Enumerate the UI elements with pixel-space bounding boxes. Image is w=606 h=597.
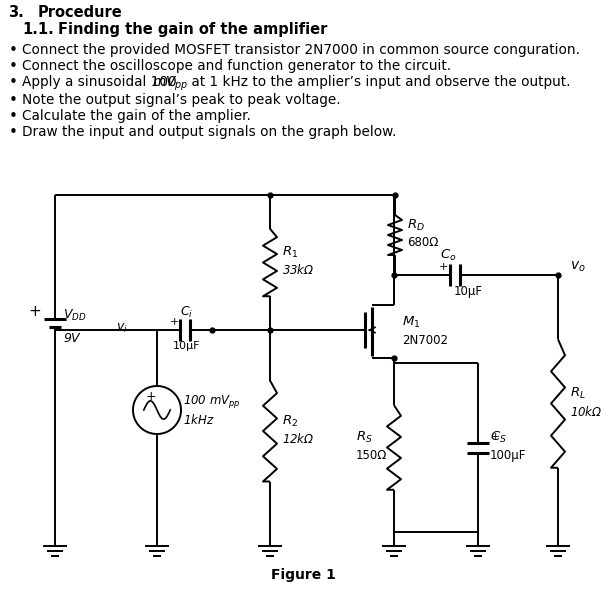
Text: 150Ω: 150Ω [356,449,387,462]
Text: 10μF: 10μF [173,341,201,351]
Text: $mV_{pp}$: $mV_{pp}$ [152,75,188,93]
Text: 33$k$Ω: 33$k$Ω [282,263,315,278]
Text: Draw the input and output signals on the graph below.: Draw the input and output signals on the… [22,125,396,139]
Text: $C_o$: $C_o$ [440,247,457,263]
Text: +: + [145,389,156,402]
Text: 12$k$Ω: 12$k$Ω [282,432,315,446]
Text: $R_S$: $R_S$ [356,430,373,445]
Text: 1$kHz$: 1$kHz$ [183,413,215,427]
Text: $R_D$: $R_D$ [407,217,425,233]
Text: Note the output signal’s peak to peak voltage.: Note the output signal’s peak to peak vo… [22,93,341,107]
Text: Calculate the gain of the amplier.: Calculate the gain of the amplier. [22,109,251,123]
Text: Connect the oscilloscope and function generator to the circuit.: Connect the oscilloscope and function ge… [22,59,451,73]
Text: $R_1$: $R_1$ [282,245,298,260]
Text: 100μF: 100μF [490,449,527,462]
Text: 2N7002: 2N7002 [402,334,448,346]
Text: 10$k$Ω: 10$k$Ω [570,405,602,418]
Text: $M_1$: $M_1$ [402,315,421,330]
Text: $v_i$: $v_i$ [116,321,128,334]
Text: +: + [439,262,448,272]
Text: 3.: 3. [8,5,24,20]
Text: 680Ω: 680Ω [407,236,438,250]
Text: Procedure: Procedure [38,5,123,20]
Text: •: • [9,59,18,74]
Text: Connect the provided MOSFET transistor 2N7000 in common source conguration.: Connect the provided MOSFET transistor 2… [22,43,580,57]
Text: 1.1.: 1.1. [22,22,54,37]
Text: •: • [9,75,18,90]
Text: $v_o$: $v_o$ [570,260,586,274]
Text: Apply a sinusoidal 100: Apply a sinusoidal 100 [22,75,176,89]
Text: +: + [28,304,41,319]
Text: $C_S$: $C_S$ [490,430,507,445]
Text: $C_i$: $C_i$ [181,304,193,319]
Text: Figure 1: Figure 1 [270,568,336,582]
Text: Finding the gain of the amplifier: Finding the gain of the amplifier [58,22,327,37]
Text: 10μF: 10μF [454,285,483,298]
Text: •: • [9,93,18,108]
Text: at 1 kHz to the amplier’s input and observe the output.: at 1 kHz to the amplier’s input and obse… [187,75,570,89]
Text: +: + [491,432,501,442]
Text: +: + [169,317,179,327]
Text: $V_{DD}$: $V_{DD}$ [63,307,87,322]
Text: •: • [9,109,18,124]
Text: •: • [9,125,18,140]
Text: 100 $mV_{pp}$: 100 $mV_{pp}$ [183,393,241,411]
Text: $R_L$: $R_L$ [570,386,586,401]
Text: 9$V$: 9$V$ [63,331,82,344]
Text: •: • [9,43,18,58]
Text: $R_2$: $R_2$ [282,414,298,429]
